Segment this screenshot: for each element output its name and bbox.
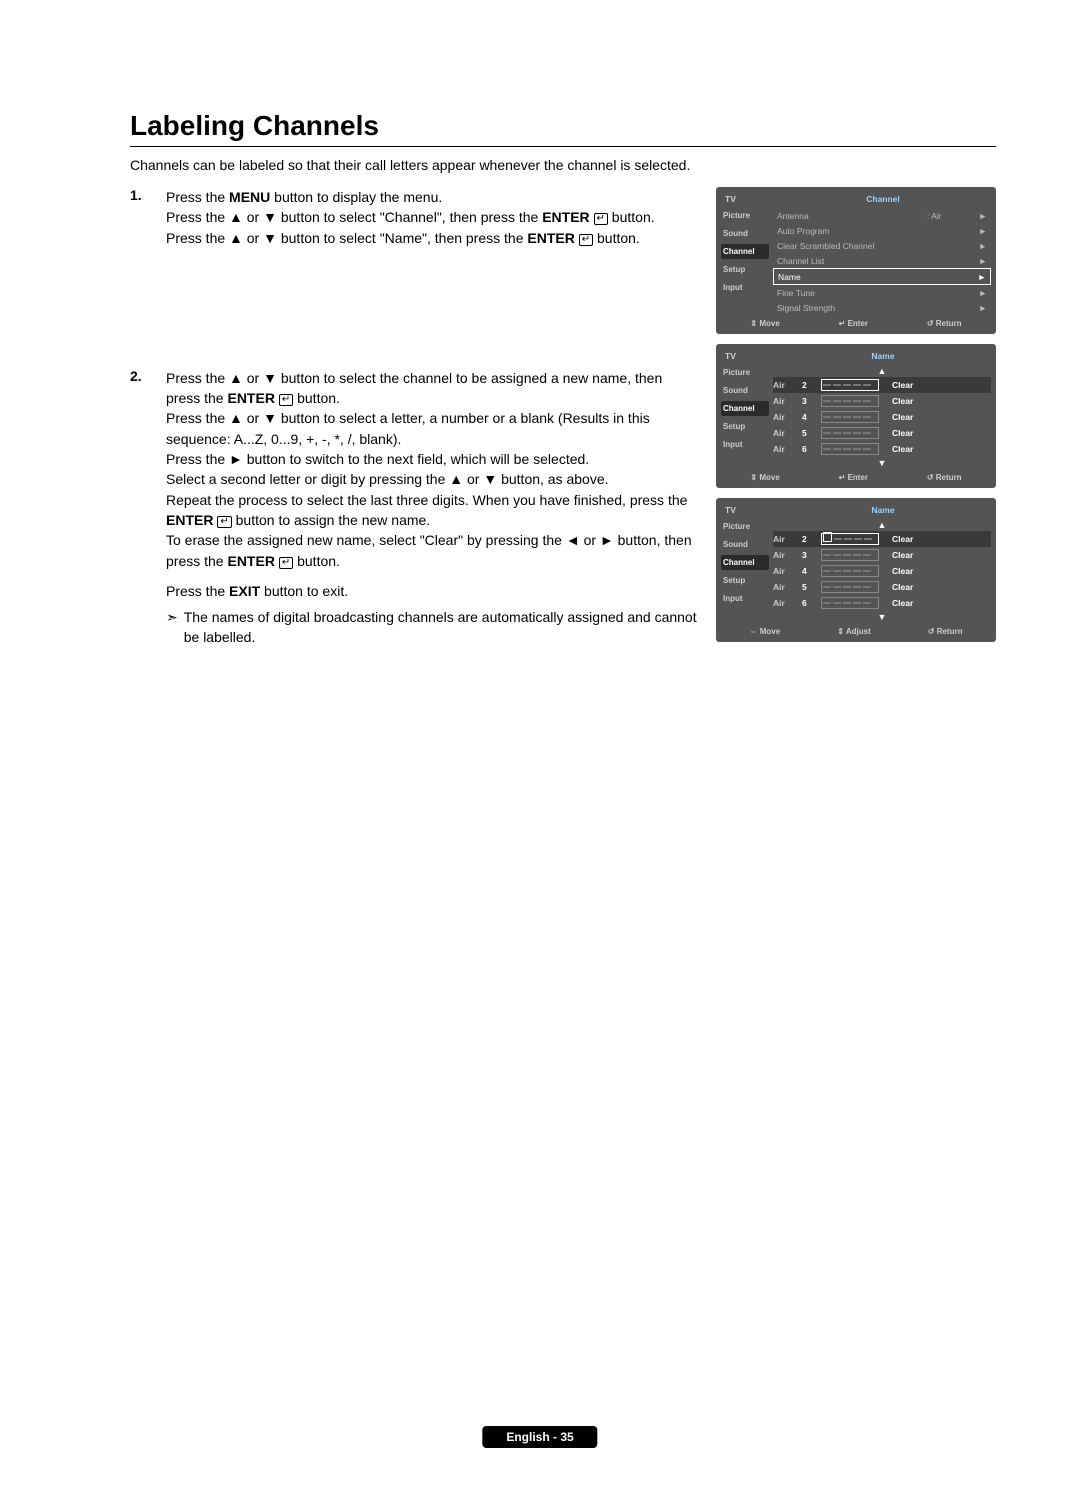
scroll-down-icon: ▼ (773, 457, 991, 469)
name-field (821, 597, 879, 609)
osd-tv-label: TV (725, 194, 779, 204)
sidebar-item: Input (721, 437, 769, 452)
step-1: 1. Press the MENU button to display the … (130, 187, 698, 248)
sidebar-item: Setup (721, 262, 769, 277)
scroll-down-icon: ▼ (773, 611, 991, 623)
sidebar-item: Sound (721, 383, 769, 398)
osd-title: Name (779, 351, 987, 361)
osd-sidebar: Picture Sound Channel Setup Input (721, 365, 769, 469)
osd-footer: ⇔ Move ⇕ Adjust ↺ Return (721, 623, 991, 637)
page-footer: English - 35 (482, 1426, 597, 1448)
menu-item: Channel List► (773, 253, 991, 268)
channel-row: Air3Clear (773, 547, 991, 563)
channel-row: Air4Clear (773, 563, 991, 579)
name-field (821, 427, 879, 439)
menu-item: Signal Strength► (773, 300, 991, 315)
name-field (821, 379, 879, 391)
enter-icon: ↵ (594, 213, 608, 225)
sidebar-item: Input (721, 591, 769, 606)
osd-title: Channel (779, 194, 987, 204)
osd-title: Name (779, 505, 987, 515)
name-field (821, 443, 879, 455)
sidebar-item: Picture (721, 519, 769, 534)
menu-item: Name► (773, 268, 991, 285)
intro-text: Channels can be labeled so that their ca… (130, 157, 996, 173)
step-number: 2. (130, 368, 158, 648)
osd-tv-label: TV (725, 505, 779, 515)
sidebar-item: Channel (721, 401, 769, 416)
name-field (821, 411, 879, 423)
step-2: 2. Press the ▲ or ▼ button to select the… (130, 368, 698, 648)
note-text: The names of digital broadcasting channe… (184, 607, 698, 648)
page-title: Labeling Channels (130, 110, 996, 142)
enter-icon: ↵ (279, 394, 293, 406)
name-field (821, 395, 879, 407)
menu-item: Antenna: Air► (773, 208, 991, 223)
rule (130, 146, 996, 147)
sidebar-item: Channel (721, 244, 769, 259)
channel-row: Air5Clear (773, 579, 991, 595)
name-field (821, 565, 879, 577)
osd-footer: ⇕ Move ↵ Enter ↺ Return (721, 315, 991, 329)
osd-name-list: TV Name Picture Sound Channel Setup Inpu… (716, 344, 996, 488)
osd-name-edit: TV Name Picture Sound Channel Setup Inpu… (716, 498, 996, 642)
channel-row: Air6Clear (773, 441, 991, 457)
channel-row: Air3Clear (773, 393, 991, 409)
sidebar-item: Input (721, 280, 769, 295)
scroll-up-icon: ▲ (773, 519, 991, 531)
sidebar-item: Channel (721, 555, 769, 570)
osd-sidebar: Picture Sound Channel Setup Input (721, 519, 769, 623)
name-field (821, 533, 879, 545)
name-field (821, 549, 879, 561)
step-body: Press the ▲ or ▼ button to select the ch… (166, 368, 698, 648)
menu-item: Clear Scrambled Channel► (773, 238, 991, 253)
sidebar-item: Setup (721, 419, 769, 434)
channel-row: Air2Clear (773, 531, 991, 547)
note-icon: ➣ (166, 607, 178, 648)
osd-channel-menu: TV Channel Picture Sound Channel Setup I… (716, 187, 996, 334)
channel-row: Air5Clear (773, 425, 991, 441)
menu-item: Auto Program► (773, 223, 991, 238)
channel-row: Air2Clear (773, 377, 991, 393)
channel-row: Air6Clear (773, 595, 991, 611)
enter-icon: ↵ (279, 557, 293, 569)
sidebar-item: Sound (721, 537, 769, 552)
sidebar-item: Setup (721, 573, 769, 588)
scroll-up-icon: ▲ (773, 365, 991, 377)
name-field (821, 581, 879, 593)
enter-icon: ↵ (579, 234, 593, 246)
osd-tv-label: TV (725, 351, 779, 361)
enter-icon: ↵ (217, 516, 231, 528)
step-number: 1. (130, 187, 158, 248)
step-body: Press the MENU button to display the men… (166, 187, 698, 248)
sidebar-item: Sound (721, 226, 769, 241)
osd-footer: ⇕ Move ↵ Enter ↺ Return (721, 469, 991, 483)
sidebar-item: Picture (721, 208, 769, 223)
sidebar-item: Picture (721, 365, 769, 380)
menu-item: Fine Tune► (773, 285, 991, 300)
channel-row: Air4Clear (773, 409, 991, 425)
osd-sidebar: Picture Sound Channel Setup Input (721, 208, 769, 315)
